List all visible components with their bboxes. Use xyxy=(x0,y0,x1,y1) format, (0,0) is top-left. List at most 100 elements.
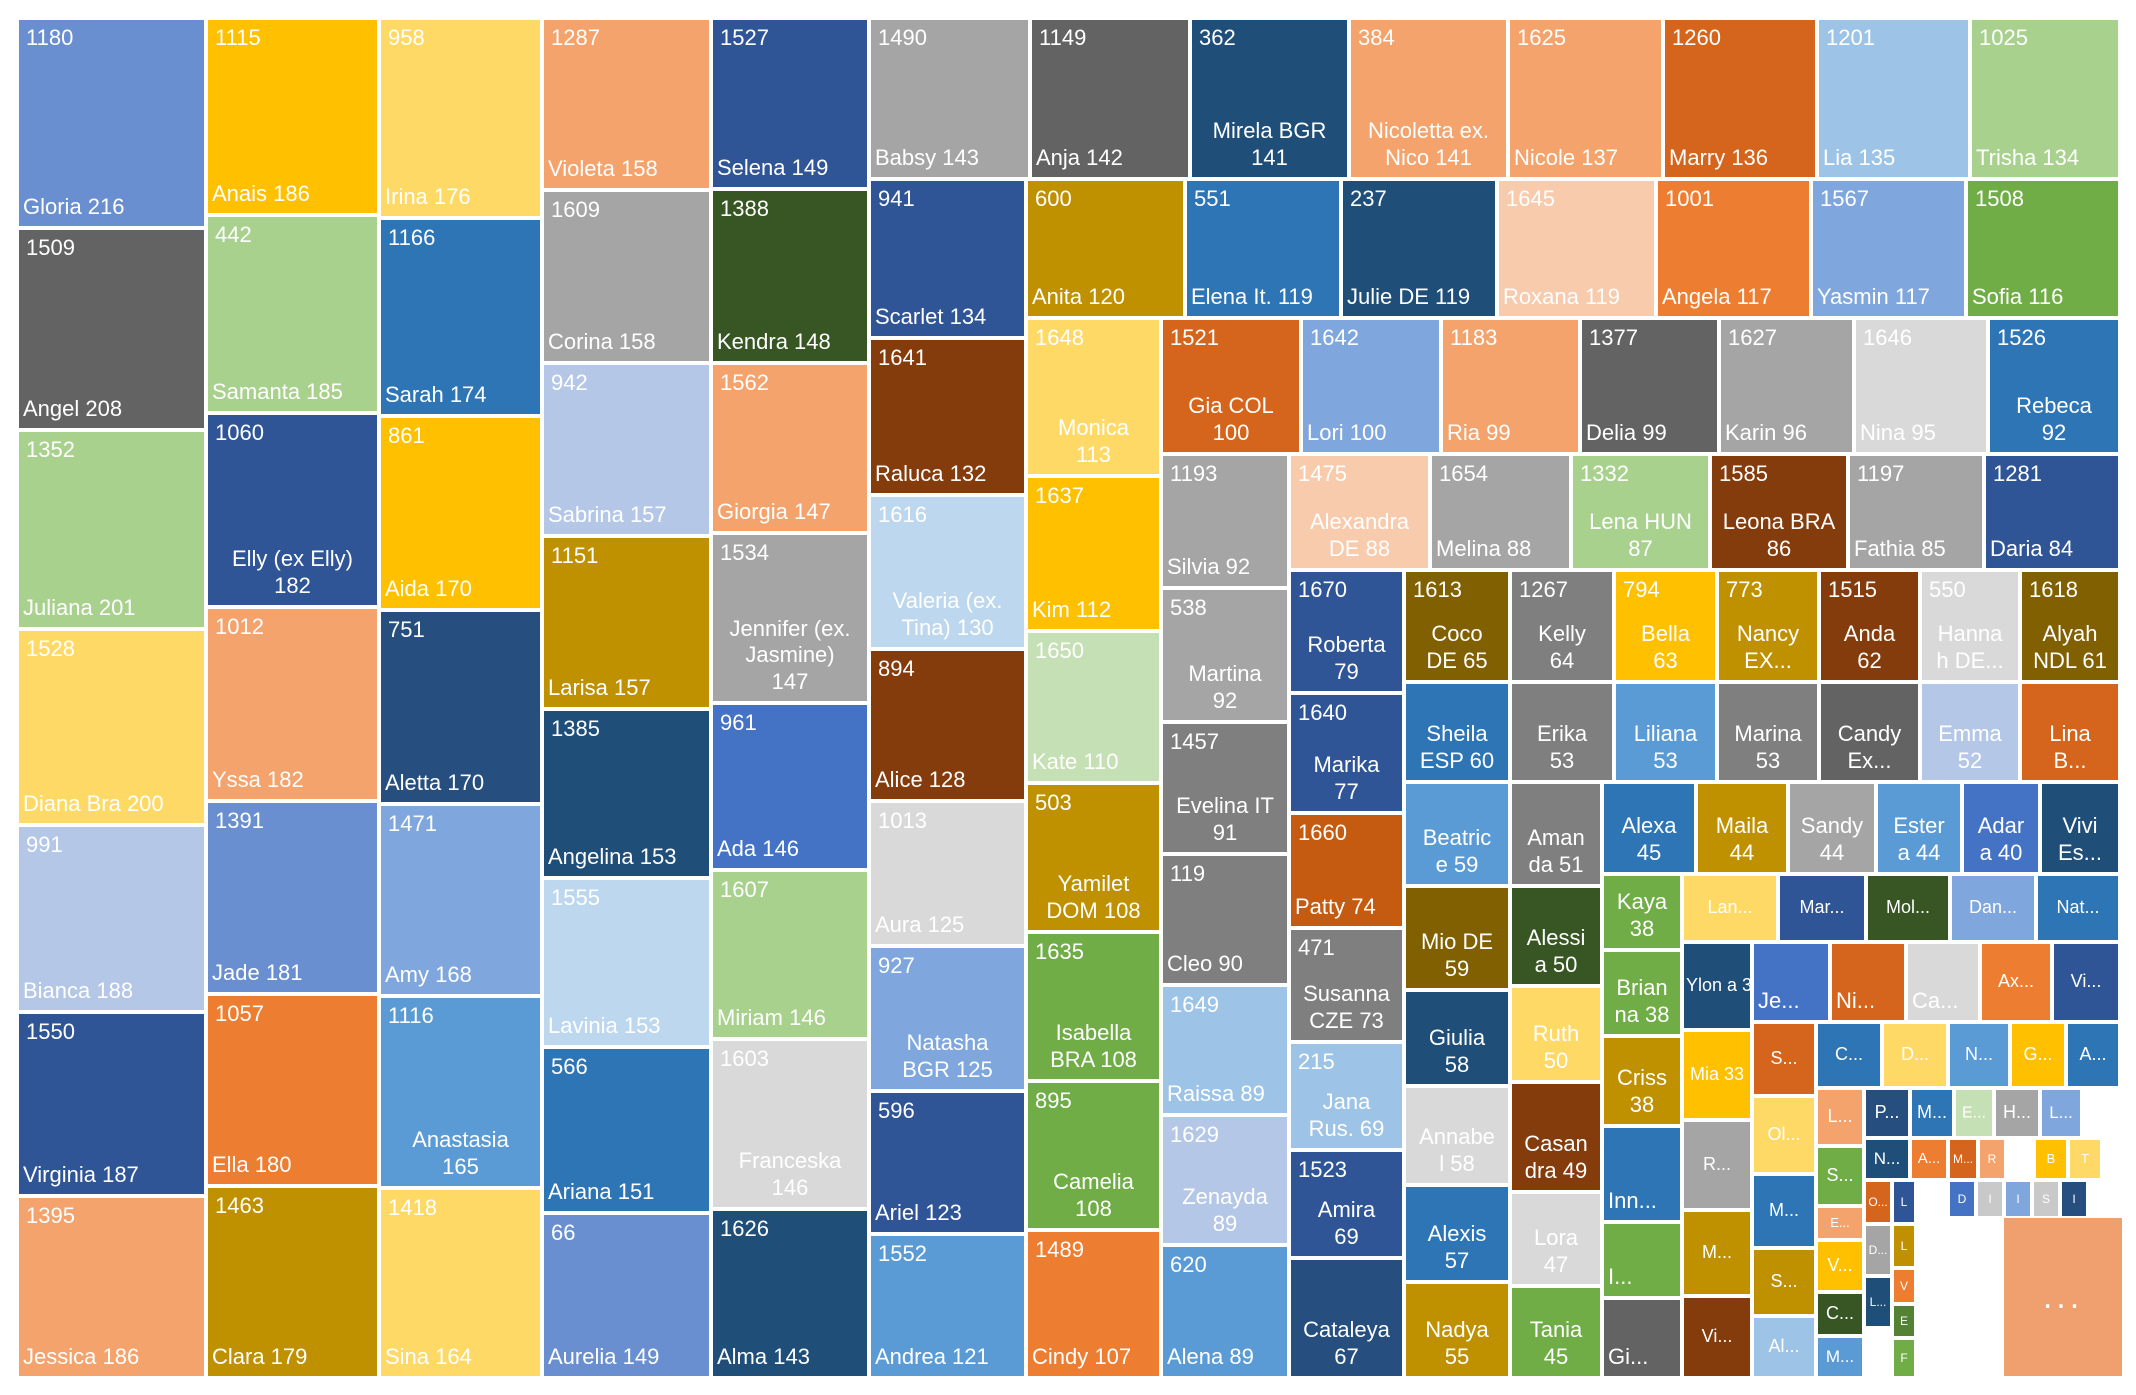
tile-name-label: Angel 208 xyxy=(23,395,123,421)
treemap-tile: 1670 Roberta 79 xyxy=(1291,572,1402,691)
treemap-tile: R... xyxy=(1684,1122,1750,1208)
tile-id-label: 861 xyxy=(388,423,425,448)
tile-name-label: E... xyxy=(1961,1104,1986,1122)
tile-name-label: Alexandra DE 88 xyxy=(1309,509,1410,561)
tile-name-label: L xyxy=(1900,1194,1908,1209)
tile-name-label: Angelina 153 xyxy=(548,843,677,869)
tile-name-label: D xyxy=(1957,1191,1967,1206)
tile-name-label: Rebeca 92 xyxy=(2016,393,2092,445)
treemap-tile: E... xyxy=(1818,1208,1862,1238)
treemap-tile: 1057 Ella 180 xyxy=(208,996,377,1184)
tile-id-label: 1613 xyxy=(1413,577,1462,602)
treemap-tile: 942 Sabrina 157 xyxy=(544,365,709,534)
treemap-tile: V xyxy=(1894,1270,1914,1302)
treemap-tile: Ax... xyxy=(1982,944,2050,1020)
tile-name-label: Martina 92 xyxy=(1188,661,1262,713)
treemap-tile: Inn... xyxy=(1604,1128,1680,1220)
treemap-tile: Lora 47 xyxy=(1512,1194,1600,1284)
tile-name-label: Miriam 146 xyxy=(717,1004,826,1030)
treemap-tile: Cataleya 67 xyxy=(1291,1260,1402,1376)
tile-name-label: Isabella BRA 108 xyxy=(1050,1020,1137,1072)
tile-name-label: A... xyxy=(2079,1044,2107,1065)
tile-id-label: 1332 xyxy=(1580,461,1629,486)
tile-name-label: Amy 168 xyxy=(385,961,472,987)
tile-id-label: 961 xyxy=(720,710,757,735)
treemap-tile: F xyxy=(1894,1340,1914,1376)
tile-name-label: Nat... xyxy=(2056,897,2100,918)
treemap-tile: L xyxy=(1894,1182,1914,1222)
treemap-tile: 1607 Miriam 146 xyxy=(713,872,867,1037)
treemap-tile: 1332 Lena HUN 87 xyxy=(1573,456,1708,568)
tile-id-label: 1457 xyxy=(1170,729,1219,754)
treemap-tile: Mar... xyxy=(1780,876,1864,940)
treemap-tile: L... xyxy=(1866,1278,1890,1326)
treemap-tile: Marina 53 xyxy=(1719,684,1817,780)
tile-name-label: Nicoletta ex. Nico 141 xyxy=(1367,118,1490,170)
tile-name-label: Clara 179 xyxy=(212,1343,308,1369)
treemap-tile: N... xyxy=(1950,1024,2008,1086)
tile-name-label: Camelia 108 xyxy=(1053,1169,1134,1221)
treemap-tile: 1567 Yasmin 117 xyxy=(1813,181,1964,316)
tile-id-label: 1197 xyxy=(1857,461,1905,486)
tile-name-label: I xyxy=(2072,1191,2076,1206)
treemap-tile: 1475 Alexandra DE 88 xyxy=(1291,456,1428,568)
treemap-tile: 551 Elena It. 119 xyxy=(1187,181,1339,316)
treemap-tile: 384 Nicoletta ex. Nico 141 xyxy=(1351,20,1506,177)
treemap-tile: L... xyxy=(1818,1090,1862,1144)
treemap-tile: Mia 33 xyxy=(1684,1032,1750,1118)
tile-id-label: 442 xyxy=(215,222,252,247)
treemap-tile: V... xyxy=(1818,1242,1862,1290)
treemap-tile: Casan dra 49 xyxy=(1512,1084,1600,1190)
treemap-tile: Alexis 57 xyxy=(1406,1187,1508,1280)
tile-name-label: Gloria 216 xyxy=(23,193,125,219)
tile-name-label: Delia 99 xyxy=(1586,419,1667,445)
treemap-tile: A... xyxy=(2068,1024,2118,1086)
tile-id-label: 1471 xyxy=(388,811,437,836)
tile-name-label: Emma 52 xyxy=(1938,721,2002,773)
tile-id-label: 1060 xyxy=(215,420,264,445)
tile-id-label: 1508 xyxy=(1975,186,2024,211)
tile-name-label: O... xyxy=(1868,1194,1888,1209)
tile-id-label: 1645 xyxy=(1506,186,1555,211)
tile-name-label: Lina B... xyxy=(2049,721,2091,773)
treemap-tile: 1528 Diana Bra 200 xyxy=(19,631,204,823)
tile-name-label: M... xyxy=(1825,1346,1855,1366)
tile-id-label: 1193 xyxy=(1170,461,1218,486)
tile-id-label: 620 xyxy=(1170,1252,1207,1277)
tile-name-label: Scarlet 134 xyxy=(875,303,987,329)
treemap-tile: P... xyxy=(1866,1090,1908,1136)
tile-name-label: Casan dra 49 xyxy=(1524,1131,1588,1183)
tile-name-label: Alexis 57 xyxy=(1427,1221,1487,1273)
treemap-tile: 1197 Fathia 85 xyxy=(1850,456,1982,568)
treemap-tile: 927 Natasha BGR 125 xyxy=(871,948,1024,1089)
tile-name-label: Kelly 64 xyxy=(1538,621,1586,673)
treemap-tile: 1377 Delia 99 xyxy=(1582,320,1717,452)
treemap-tile: 1281 Daria 84 xyxy=(1986,456,2118,568)
tile-name-label: E... xyxy=(1830,1215,1850,1231)
tile-name-label: Virginia 187 xyxy=(23,1161,139,1187)
tile-name-label: Bianca 188 xyxy=(23,977,134,1003)
tile-name-label: Kaya 38 xyxy=(1616,889,1668,941)
tile-name-label: H... xyxy=(2002,1102,2031,1123)
treemap-tile: Ylon a 34 xyxy=(1684,944,1750,1028)
treemap-tile: 1646 Nina 95 xyxy=(1856,320,1986,452)
treemap-tile: Vi... xyxy=(1684,1298,1750,1376)
tile-name-label: M... xyxy=(1702,1242,1732,1263)
tile-name-label: Alexa 45 xyxy=(1621,813,1677,865)
tile-name-label: Inn... xyxy=(1608,1187,1657,1213)
tile-name-label: Aletta 170 xyxy=(385,769,485,795)
treemap-tile: 1534 Jennifer (ex. Jasmine) 147 xyxy=(713,535,867,701)
treemap-tile: 1515 Anda 62 xyxy=(1821,572,1918,680)
tile-name-label: Kim 112 xyxy=(1032,596,1112,622)
treemap-tile: M... xyxy=(1684,1212,1750,1294)
tile-id-label: 1489 xyxy=(1035,1237,1084,1262)
treemap-tile: M... xyxy=(1950,1140,1976,1178)
tile-name-label: Sabrina 157 xyxy=(548,501,667,527)
treemap-tile: 1616 Valeria (ex. Tina) 130 xyxy=(871,497,1024,647)
treemap-tile: 215 Jana Rus. 69 xyxy=(1291,1044,1402,1148)
treemap-tile: 538 Martina 92 xyxy=(1163,590,1287,720)
tile-name-label: Gia COL 100 xyxy=(1188,393,1274,445)
treemap-tile: 1654 Melina 88 xyxy=(1432,456,1569,568)
treemap-tile: Mol... xyxy=(1868,876,1948,940)
tile-name-label: Raissa 89 xyxy=(1167,1080,1265,1106)
